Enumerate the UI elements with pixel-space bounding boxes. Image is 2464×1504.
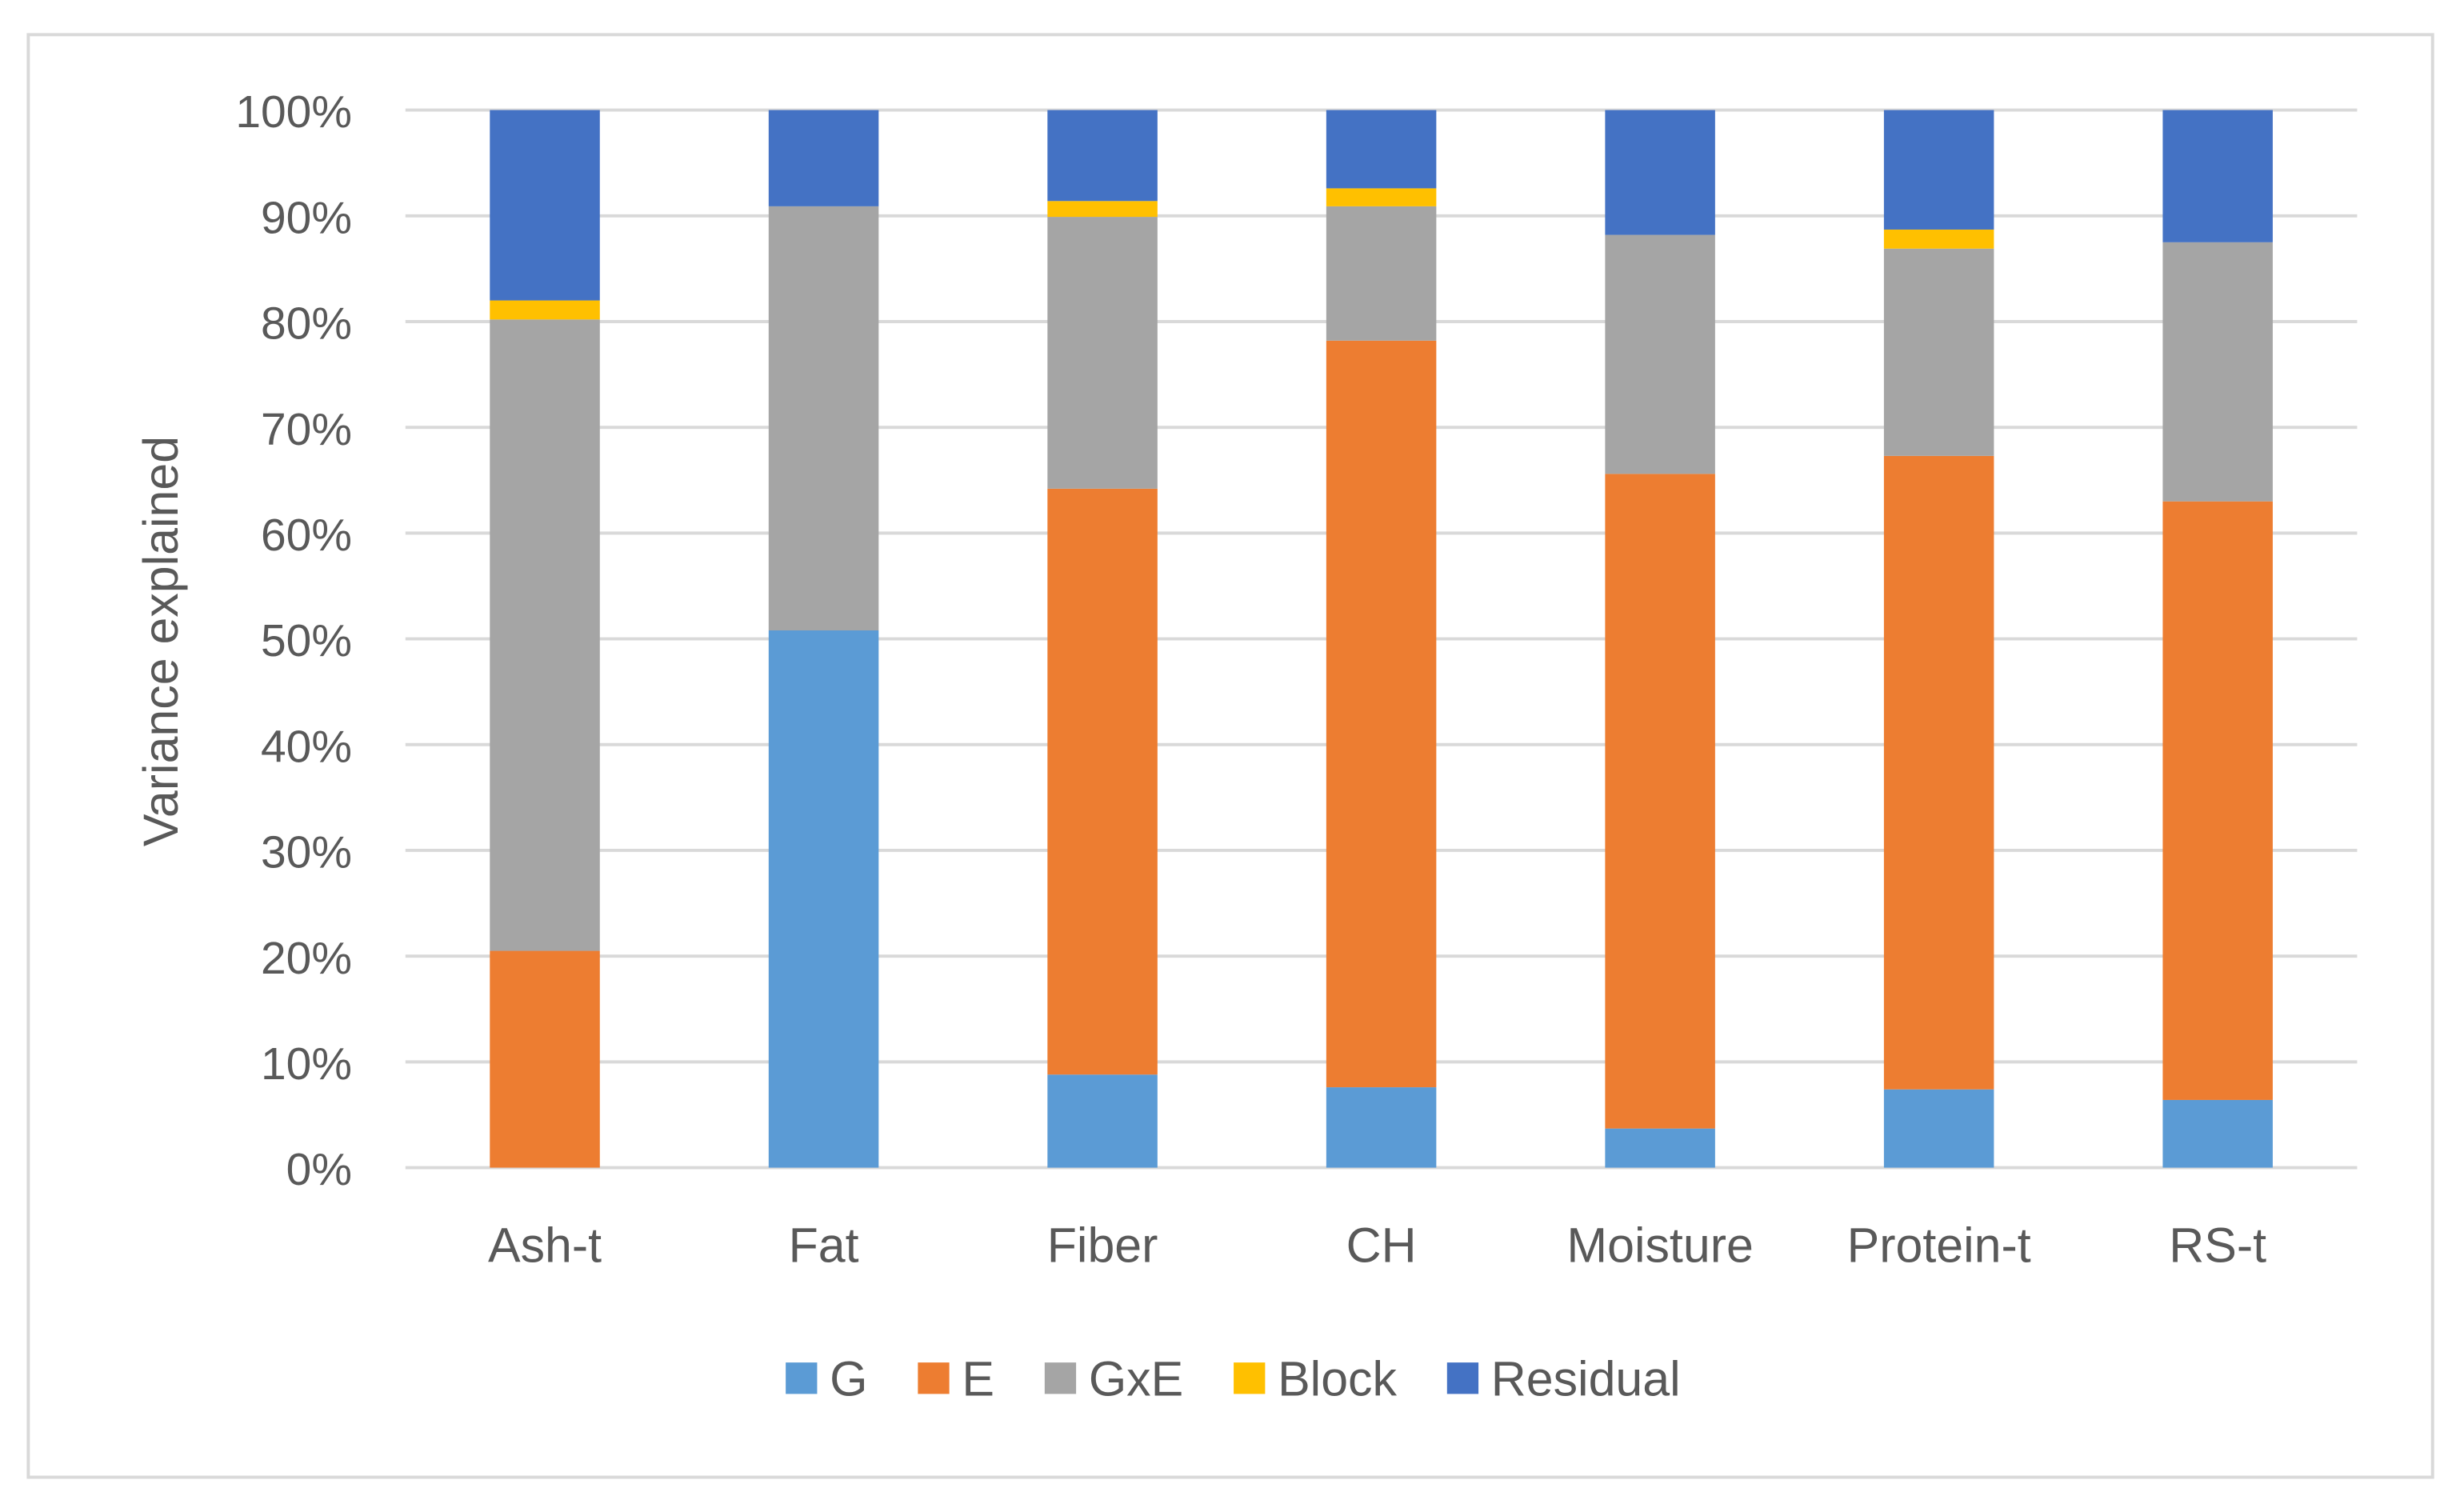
bar-segment-residual	[1326, 110, 1437, 189]
bar-segment-g	[1883, 1089, 1994, 1168]
x-tick-label: CH	[1346, 1218, 1417, 1272]
y-tick-label: 30%	[261, 827, 352, 878]
bar-segment-e	[1883, 455, 1994, 1090]
bar-segment-g	[1047, 1074, 1158, 1168]
legend-label: Residual	[1491, 1351, 1681, 1406]
bar-segment-residual	[1047, 110, 1158, 202]
y-tick-label: 50%	[261, 615, 352, 666]
bar-segment-g	[1326, 1087, 1437, 1168]
legend-swatch-residual	[1446, 1362, 1479, 1394]
x-tick-label: Moisture	[1566, 1218, 1753, 1272]
bar-segment-gxe	[768, 206, 879, 630]
bar-segment-g	[2162, 1099, 2273, 1168]
legend-swatch-block	[1234, 1362, 1266, 1394]
bar-segment-e	[1605, 474, 1715, 1129]
bar-segment-e	[2162, 501, 2273, 1100]
bar-segment-e	[1047, 488, 1158, 1075]
bar-segment-gxe	[1605, 234, 1715, 474]
bar-segment-e	[1326, 340, 1437, 1088]
chart-border	[26, 33, 2434, 1479]
legend-swatch-g	[786, 1362, 818, 1394]
bar-segment-block	[1883, 229, 1994, 249]
x-tick-label: Protein-t	[1847, 1218, 2031, 1272]
y-tick-label: 90%	[261, 192, 352, 243]
legend-label: E	[962, 1351, 994, 1406]
bar-segment-gxe	[1047, 217, 1158, 489]
y-tick-label: 0%	[286, 1144, 352, 1195]
bar-segment-residual	[1883, 110, 1994, 230]
y-axis-label: Variance explained	[134, 436, 188, 846]
legend-swatch-gxe	[1044, 1362, 1077, 1394]
y-tick-label: 40%	[261, 721, 352, 772]
x-tick-label: RS-t	[2169, 1218, 2266, 1272]
bar-segment-block	[490, 300, 600, 320]
legend-label: GxE	[1089, 1351, 1183, 1406]
bar-segment-g	[768, 630, 879, 1168]
y-tick-label: 20%	[261, 933, 352, 984]
x-tick-label: Ash-t	[488, 1218, 602, 1272]
x-tick-label: Fat	[789, 1218, 859, 1272]
bar-segment-gxe	[2162, 242, 2273, 502]
bar-segment-gxe	[1326, 206, 1437, 341]
bar-segment-residual	[490, 110, 600, 301]
bar-segment-block	[1047, 201, 1158, 218]
bar-segment-residual	[1605, 110, 1715, 235]
y-tick-label: 70%	[261, 404, 352, 455]
bar-segment-residual	[2162, 110, 2273, 242]
y-tick-label: 10%	[261, 1038, 352, 1090]
y-tick-label: 100%	[235, 86, 352, 138]
x-tick-label: Fiber	[1047, 1218, 1158, 1272]
legend-label: Block	[1278, 1351, 1397, 1406]
legend-label: G	[830, 1351, 867, 1406]
y-tick-label: 60%	[261, 510, 352, 561]
bar-segment-g	[1605, 1128, 1715, 1168]
y-tick-label: 80%	[261, 298, 352, 350]
bar-segment-gxe	[490, 319, 600, 951]
bar-segment-e	[490, 950, 600, 1168]
legend-swatch-e	[918, 1362, 950, 1394]
bar-segment-gxe	[1883, 248, 1994, 456]
bar-segment-residual	[768, 110, 879, 206]
bar-segment-block	[1326, 188, 1437, 206]
